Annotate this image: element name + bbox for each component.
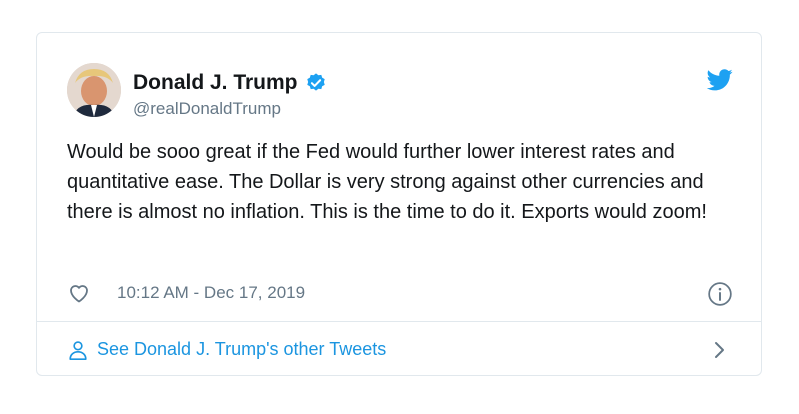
divider [37, 321, 761, 322]
heart-icon[interactable] [67, 281, 91, 305]
info-icon[interactable] [707, 281, 733, 307]
tweet-meta: 10:12 AM - Dec 17, 2019 [67, 281, 733, 307]
author-row: Donald J. Trump [133, 71, 327, 95]
avatar[interactable] [67, 63, 121, 117]
twitter-bird-icon[interactable] [706, 69, 733, 91]
verified-badge-icon [305, 72, 327, 94]
person-icon [67, 339, 89, 361]
tweet-card: Donald J. Trump @realDonaldTrump Would b… [36, 32, 762, 376]
author-name[interactable]: Donald J. Trump [133, 71, 298, 94]
tweet-timestamp[interactable]: 10:12 AM - Dec 17, 2019 [117, 283, 306, 302]
other-tweets-link[interactable]: See Donald J. Trump's other Tweets [67, 333, 733, 367]
chevron-right-icon[interactable] [713, 340, 727, 360]
tweet-header: Donald J. Trump @realDonaldTrump [67, 63, 733, 119]
author-handle[interactable]: @realDonaldTrump [133, 99, 281, 118]
other-tweets-label[interactable]: See Donald J. Trump's other Tweets [97, 339, 387, 359]
tweet-text: Would be sooo great if the Fed would fur… [67, 141, 707, 223]
